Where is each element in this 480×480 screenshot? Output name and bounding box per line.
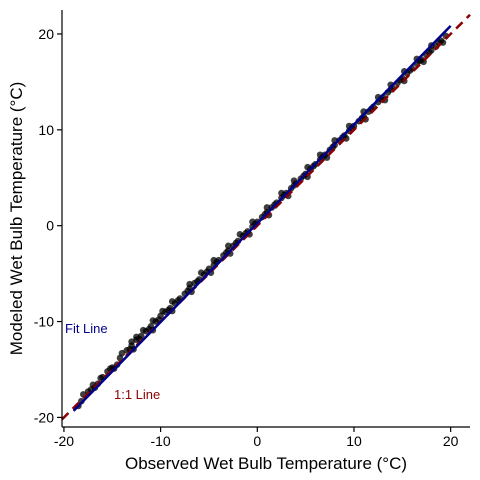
data-point xyxy=(97,374,104,382)
x-tick-label: 10 xyxy=(346,433,362,449)
data-point xyxy=(210,256,218,264)
data-point xyxy=(290,177,298,184)
fit-line xyxy=(72,24,452,412)
data-point xyxy=(128,338,135,345)
y-tick-label: -10 xyxy=(34,314,54,330)
data-point xyxy=(186,280,193,288)
y-ticks: -20 -10 0 10 20 xyxy=(34,26,62,425)
fit-line-label: Fit Line xyxy=(65,321,108,336)
data-point xyxy=(133,333,140,341)
data-point xyxy=(116,354,124,362)
x-tick-label: 20 xyxy=(443,433,459,449)
data-point xyxy=(168,298,176,305)
x-tick-label: 0 xyxy=(253,433,261,449)
x-tick-label: -10 xyxy=(150,433,170,449)
data-point xyxy=(149,317,157,324)
identity-line-label: 1:1 Line xyxy=(114,387,160,402)
data-point xyxy=(197,269,205,276)
y-tick-label: 0 xyxy=(46,218,54,234)
y-tick-label: 20 xyxy=(38,26,54,42)
y-tick-label: 10 xyxy=(38,122,54,138)
data-point xyxy=(249,218,256,226)
x-ticks: -20 -10 0 10 20 xyxy=(54,427,459,449)
data-point xyxy=(159,307,166,315)
y-tick-label: -20 xyxy=(34,409,54,425)
data-point xyxy=(263,204,271,211)
data-point xyxy=(236,231,244,238)
x-axis-title: Observed Wet Bulb Temperature (°C) xyxy=(125,454,407,473)
data-point xyxy=(139,326,147,334)
y-axis-title: Modeled Wet Bulb Temperature (°C) xyxy=(7,82,26,356)
data-point xyxy=(224,242,232,250)
x-tick-label: -20 xyxy=(54,433,74,449)
data-point xyxy=(323,154,331,161)
data-point xyxy=(278,189,285,197)
